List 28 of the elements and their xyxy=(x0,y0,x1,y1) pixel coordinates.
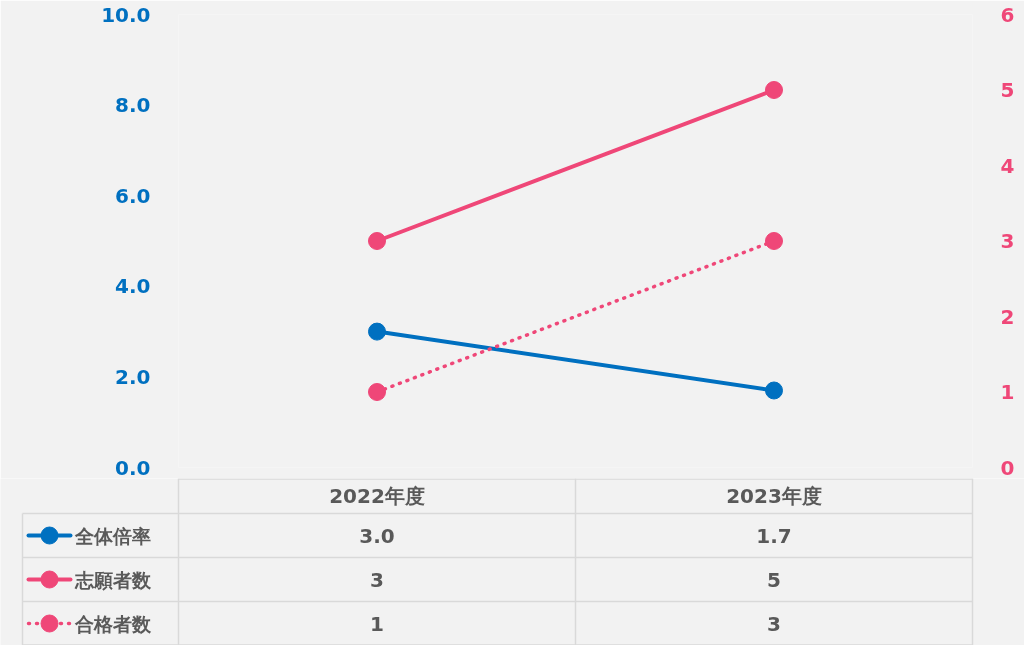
legend-label: 合格者数 xyxy=(73,612,152,635)
y-tick-label: 4.0 xyxy=(115,274,151,299)
data-label: 3 xyxy=(767,611,781,636)
data-label: 3 xyxy=(370,567,384,592)
y2-tick-label: 3 xyxy=(1000,229,1015,253)
y-tick-label: 10.0 xyxy=(101,2,151,27)
data-label: 1.7 xyxy=(756,523,792,548)
legend-label: 全体倍率 xyxy=(73,524,151,547)
y2-tick-label: 4 xyxy=(1000,153,1015,178)
y-tick-label: 0.0 xyxy=(115,455,151,480)
y-tick-label: 6.0 xyxy=(115,183,151,208)
legend-label: 志願者数 xyxy=(73,568,152,591)
point xyxy=(368,232,386,250)
x-tick-label: 2022年度 xyxy=(329,484,425,508)
y2-tick-label: 2 xyxy=(1000,304,1015,329)
point xyxy=(765,232,783,250)
y2-tick-label: 1 xyxy=(1000,380,1015,404)
y-tick-label: 2.0 xyxy=(115,364,151,389)
data-label: 1 xyxy=(370,611,384,636)
data-label: 3.0 xyxy=(359,523,395,548)
point xyxy=(765,81,783,99)
x-tick-label: 2023年度 xyxy=(726,484,822,508)
y-tick-label: 8.0 xyxy=(115,93,151,118)
point xyxy=(368,383,386,401)
y2-tick-label: 0 xyxy=(1000,455,1015,480)
y2-tick-label: 6 xyxy=(1000,2,1015,27)
y2-tick-label: 5 xyxy=(1000,78,1015,102)
data-label: 5 xyxy=(767,567,781,592)
